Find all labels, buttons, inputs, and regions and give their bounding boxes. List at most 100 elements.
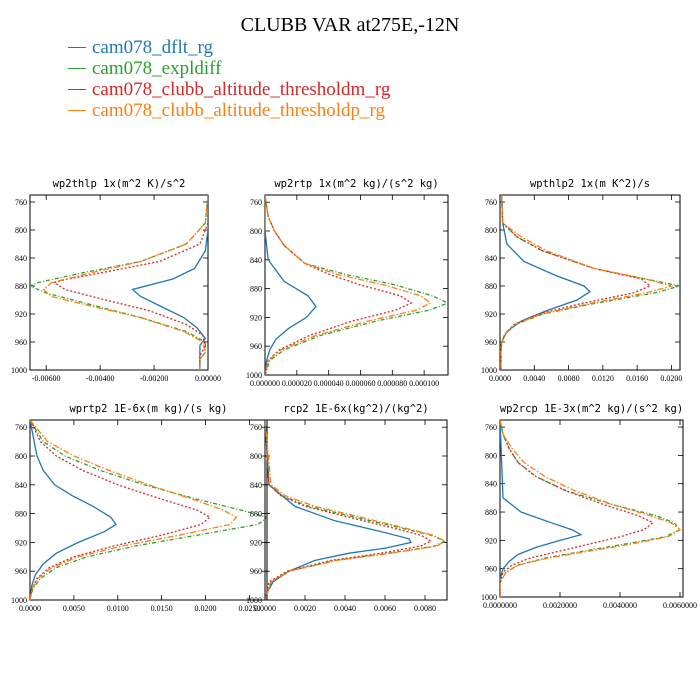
ytick-label: 880 — [15, 282, 27, 291]
panel-title-4: rcp2 1E-6x(kg^2)/(kg^2) — [283, 403, 428, 415]
ytick-label: 920 — [485, 310, 497, 319]
series-line-0 — [500, 420, 583, 597]
legend-swatch-3 — [68, 110, 86, 111]
xtick-label: 0.000060 — [345, 379, 375, 388]
series-line-3 — [500, 420, 682, 597]
ytick-label: 760 — [250, 198, 262, 207]
ytick-label: 840 — [15, 481, 27, 490]
panel-title-0: wp2thlp 1x(m^2 K)/s^2 — [53, 178, 186, 190]
xtick-label: 0.0040 — [523, 374, 545, 383]
ytick-label: 880 — [250, 510, 262, 519]
xtick-label: -0.00600 — [32, 374, 61, 383]
panel-title-1: wp2rtp 1x(m^2 kg)/(s^2 kg) — [274, 178, 438, 190]
xtick-label: 0.0050 — [63, 604, 85, 613]
ytick-label: 960 — [15, 567, 27, 576]
xtick-label: 0.000000 — [250, 379, 280, 388]
xtick-label: 0.0000 — [489, 374, 511, 383]
series-line-1 — [500, 420, 682, 597]
ytick-label: 840 — [15, 254, 27, 263]
ytick-label: 1000 — [481, 593, 497, 602]
ytick-label: 1000 — [11, 366, 27, 375]
panel-4: rcp2 1E-6x(kg^2)/(kg^2) 760 800 840 880 920 96… — [246, 403, 448, 613]
ytick-label: 920 — [485, 536, 497, 545]
xtick-label: 0.0200 — [195, 604, 217, 613]
ytick-label: 1000 — [246, 596, 262, 605]
ytick-label: 840 — [485, 480, 497, 489]
panel-1: wp2rtp 1x(m^2 kg)/(s^2 kg) 760 800 840 880 92… — [246, 178, 449, 388]
xtick-label: 0.000080 — [377, 379, 407, 388]
legend-item-1: cam078_expldiff — [68, 58, 390, 79]
series-line-2 — [265, 420, 433, 600]
panel-2: wpthlp2 1x(m K^2)/s 760 800 840 880 920 960 100… — [481, 178, 682, 383]
series-line-3 — [265, 195, 432, 375]
xtick-label: 0.0060 — [374, 604, 396, 613]
xtick-label: 0.0000 — [19, 604, 41, 613]
ytick-label: 760 — [485, 198, 497, 207]
ytick-label: 1000 — [246, 371, 262, 380]
ytick-label: 1000 — [481, 366, 497, 375]
legend-label-0: cam078_dflt_rg — [92, 37, 214, 58]
series-line-1 — [265, 420, 447, 600]
panel-frame-1 — [264, 194, 449, 376]
xtick-label: -0.00200 — [140, 374, 169, 383]
panel-5: wp2rcp 1E-3x(m^2 kg)/(s^2 kg)760 800 840 88… — [481, 403, 697, 610]
xtick-label: 0.0160 — [626, 374, 648, 383]
ytick-label: 840 — [485, 254, 497, 263]
xtick-label: 0.000040 — [314, 379, 344, 388]
series-line-0 — [30, 420, 117, 600]
ytick-label: 960 — [485, 338, 497, 347]
xtick-label: 0.0150 — [151, 604, 173, 613]
ytick-label: 760 — [485, 423, 497, 432]
ytick-label: 1000 — [11, 596, 27, 605]
legend-label-1: cam078_expldiff — [92, 58, 222, 79]
xtick-label: 0.0080 — [558, 374, 580, 383]
series-line-2 — [265, 195, 413, 375]
xtick-label: 0.0020 — [294, 604, 316, 613]
ytick-label: 800 — [15, 226, 27, 235]
legend-label-2: cam078_clubb_altitude_thresholdm_rg — [92, 79, 391, 100]
series-line-3 — [500, 195, 674, 370]
panel-0: wp2thlp 1x(m^2 K)/s^2 760 800 840 880 920 960 1… — [11, 178, 221, 383]
ytick-label: 960 — [250, 567, 262, 576]
ytick-label: 920 — [250, 538, 262, 547]
series-line-0 — [265, 420, 412, 600]
xtick-label: 0.0040 — [334, 604, 356, 613]
series-line-3 — [30, 420, 238, 600]
series-line-0 — [265, 195, 317, 375]
xtick-label: -0.00400 — [86, 374, 115, 383]
series-line-2 — [52, 195, 208, 370]
ytick-label: 800 — [485, 451, 497, 460]
series-line-1 — [500, 195, 680, 370]
xtick-label: 0.0020000 — [543, 601, 577, 610]
series-line-0 — [500, 195, 592, 370]
xtick-label: 0.0060000 — [663, 601, 697, 610]
legend-swatch-2 — [68, 89, 86, 90]
ytick-label: 800 — [15, 452, 27, 461]
xtick-label: 0.0040000 — [603, 601, 637, 610]
panel-frame-3 — [29, 419, 268, 601]
xtick-label: 0.0080 — [414, 604, 436, 613]
ytick-label: 920 — [15, 310, 27, 319]
ytick-label: 840 — [250, 256, 262, 265]
figure-title: CLUBB VAR at275E,-12N — [240, 14, 460, 36]
panel-frame-4 — [264, 419, 448, 601]
series-line-2 — [500, 195, 652, 370]
series-line-1 — [265, 195, 448, 375]
xtick-label: 0.0000 — [254, 604, 276, 613]
series-line-2 — [30, 420, 212, 600]
ytick-label: 960 — [250, 342, 262, 351]
series-line-1 — [30, 420, 267, 600]
ytick-label: 800 — [485, 226, 497, 235]
xtick-label: 0.0000000 — [483, 601, 517, 610]
legend-label-3: cam078_clubb_altitude_thresholdp_rg — [92, 100, 386, 121]
xtick-label: 0.000020 — [282, 379, 312, 388]
xtick-label: 0.000100 — [409, 379, 439, 388]
ytick-label: 880 — [485, 282, 497, 291]
ytick-label: 960 — [15, 338, 27, 347]
ytick-label: 920 — [15, 538, 27, 547]
ytick-label: 920 — [250, 313, 262, 322]
ytick-label: 880 — [485, 508, 497, 517]
xtick-label: 0.0120 — [592, 374, 614, 383]
series-line-3 — [265, 420, 447, 600]
xtick-label: 0.0250 — [238, 604, 260, 613]
